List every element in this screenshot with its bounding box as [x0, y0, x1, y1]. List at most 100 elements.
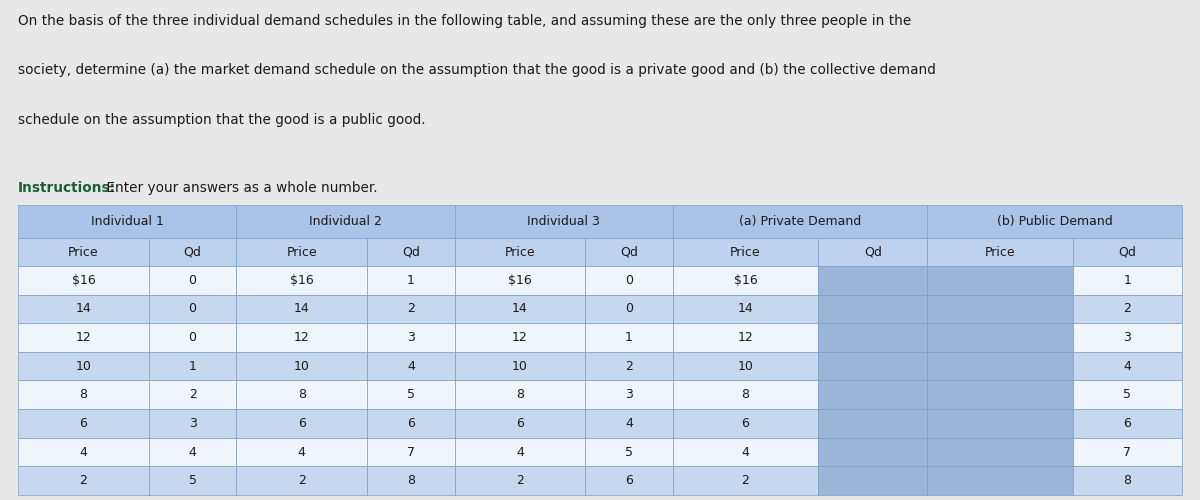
Bar — [673, 205, 928, 238]
Bar — [455, 238, 586, 266]
Bar — [455, 466, 586, 495]
Bar — [18, 205, 236, 238]
Text: 0: 0 — [188, 274, 197, 286]
Bar — [367, 466, 455, 495]
Bar — [236, 266, 367, 294]
Bar — [455, 294, 586, 323]
Text: 6: 6 — [79, 417, 88, 430]
Text: 5: 5 — [407, 388, 415, 402]
Text: 2: 2 — [1123, 302, 1132, 316]
Bar — [928, 238, 1073, 266]
Text: 6: 6 — [298, 417, 306, 430]
Text: Qd: Qd — [620, 246, 638, 258]
Bar — [367, 238, 455, 266]
Bar — [367, 380, 455, 409]
Bar — [367, 409, 455, 438]
Text: 1: 1 — [407, 274, 415, 286]
Text: Price: Price — [730, 246, 761, 258]
Bar — [236, 323, 367, 352]
Text: 0: 0 — [188, 302, 197, 316]
Bar — [928, 352, 1073, 380]
Bar — [1073, 323, 1182, 352]
Bar — [149, 323, 236, 352]
Bar — [1073, 294, 1182, 323]
Text: 8: 8 — [79, 388, 88, 402]
Bar — [236, 238, 367, 266]
Text: 0: 0 — [625, 274, 634, 286]
Bar — [236, 294, 367, 323]
Bar — [928, 466, 1073, 495]
Text: 4: 4 — [407, 360, 415, 372]
Text: society, determine (a) the market demand schedule on the assumption that the goo: society, determine (a) the market demand… — [18, 63, 936, 77]
Bar — [928, 323, 1073, 352]
Text: 2: 2 — [298, 474, 306, 487]
Bar — [586, 352, 673, 380]
Text: 7: 7 — [1123, 446, 1132, 458]
Bar — [818, 266, 928, 294]
Bar — [149, 380, 236, 409]
Bar — [1073, 466, 1182, 495]
Text: Price: Price — [68, 246, 98, 258]
Text: On the basis of the three individual demand schedules in the following table, an: On the basis of the three individual dem… — [18, 14, 911, 28]
Bar — [455, 266, 586, 294]
Bar — [673, 323, 818, 352]
Text: 2: 2 — [79, 474, 88, 487]
Bar — [367, 323, 455, 352]
Bar — [586, 238, 673, 266]
Bar — [18, 294, 149, 323]
Text: Individual 2: Individual 2 — [308, 215, 382, 228]
Text: $16: $16 — [72, 274, 95, 286]
Text: Qd: Qd — [1118, 246, 1136, 258]
Bar — [149, 438, 236, 466]
Text: 14: 14 — [738, 302, 754, 316]
Bar — [818, 294, 928, 323]
Bar — [818, 323, 928, 352]
Text: 10: 10 — [294, 360, 310, 372]
Text: 4: 4 — [298, 446, 306, 458]
Text: 6: 6 — [407, 417, 415, 430]
Bar — [673, 352, 818, 380]
Text: 14: 14 — [512, 302, 528, 316]
Text: 8: 8 — [298, 388, 306, 402]
Text: 8: 8 — [1123, 474, 1132, 487]
Text: 3: 3 — [1123, 331, 1132, 344]
Bar — [455, 380, 586, 409]
Bar — [586, 323, 673, 352]
Bar — [673, 466, 818, 495]
Text: 5: 5 — [188, 474, 197, 487]
Bar — [18, 238, 149, 266]
Text: 8: 8 — [742, 388, 750, 402]
Text: 4: 4 — [79, 446, 88, 458]
Text: 12: 12 — [738, 331, 754, 344]
Bar — [367, 266, 455, 294]
Text: 3: 3 — [625, 388, 634, 402]
Bar — [928, 438, 1073, 466]
Bar — [818, 466, 928, 495]
Text: 10: 10 — [512, 360, 528, 372]
Bar — [18, 438, 149, 466]
Bar — [18, 409, 149, 438]
Bar — [1073, 380, 1182, 409]
Bar — [1073, 409, 1182, 438]
Text: 1: 1 — [625, 331, 634, 344]
Text: 12: 12 — [76, 331, 91, 344]
Text: 10: 10 — [76, 360, 91, 372]
Text: Price: Price — [287, 246, 317, 258]
Text: 4: 4 — [188, 446, 197, 458]
Bar — [149, 352, 236, 380]
Text: schedule on the assumption that the good is a public good.: schedule on the assumption that the good… — [18, 112, 426, 126]
Bar — [818, 238, 928, 266]
Text: (b) Public Demand: (b) Public Demand — [997, 215, 1112, 228]
Text: 10: 10 — [738, 360, 754, 372]
Bar — [818, 438, 928, 466]
Bar — [818, 409, 928, 438]
Text: Qd: Qd — [402, 246, 420, 258]
Text: 6: 6 — [625, 474, 634, 487]
Text: 6: 6 — [1123, 417, 1132, 430]
Bar — [673, 409, 818, 438]
Bar — [673, 294, 818, 323]
Bar — [149, 409, 236, 438]
Text: $16: $16 — [508, 274, 532, 286]
Text: Enter your answers as a whole number.: Enter your answers as a whole number. — [102, 181, 378, 195]
Bar — [928, 380, 1073, 409]
